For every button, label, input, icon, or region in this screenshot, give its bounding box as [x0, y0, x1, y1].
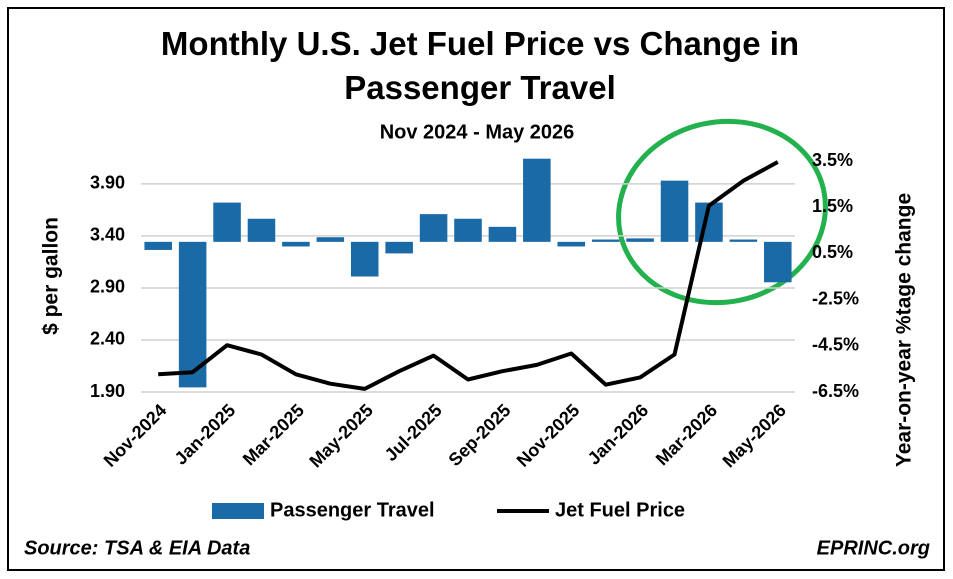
- bar: [419, 214, 448, 242]
- bar: [591, 239, 620, 242]
- bar: [660, 180, 689, 242]
- x-tick-label: Nov-2024: [100, 400, 171, 471]
- y-tick-label: 2.40: [90, 329, 125, 349]
- bar: [350, 241, 379, 277]
- y-tick-label: 3.90: [90, 173, 125, 193]
- y2-tick-label: -2.5%: [812, 288, 859, 308]
- bar: [729, 239, 758, 242]
- bar: [488, 226, 517, 242]
- y-tick-label: 1.90: [90, 381, 125, 401]
- legend-swatch: [212, 503, 264, 519]
- y2-tick-label: -6.5%: [812, 381, 859, 401]
- credit: EPRINC.org: [817, 537, 930, 559]
- y2-tick-label: 0.5%: [812, 242, 853, 262]
- bar: [385, 241, 413, 254]
- y2-tick-label: 3.5%: [812, 150, 853, 170]
- x-tick-label: Jul-2025: [381, 400, 446, 465]
- x-tick-label: Sep-2025: [445, 400, 515, 470]
- bar: [454, 218, 482, 242]
- chart-title: Monthly U.S. Jet Fuel Price vs Change in…: [160, 25, 800, 106]
- bar: [626, 238, 654, 242]
- y2-axis-label: Year-on-year %tage change: [893, 193, 916, 467]
- y2-tick-label: -4.5%: [812, 335, 859, 355]
- legend-label: Jet Fuel Price: [555, 499, 685, 521]
- bar: [764, 241, 792, 283]
- y-tick-label: 2.90: [90, 277, 125, 297]
- bar: [557, 241, 586, 247]
- bar: [247, 218, 276, 242]
- bar: [213, 202, 241, 242]
- line: [158, 160, 779, 391]
- y-axis-label: $ per gallon: [40, 217, 63, 335]
- y-tick-label: 3.40: [90, 225, 125, 245]
- chart-subtitle: Nov 2024 - May 2026: [380, 121, 575, 143]
- bar: [523, 158, 551, 242]
- source: Source: TSA & EIA Data: [24, 537, 250, 559]
- bar: [316, 237, 345, 242]
- frame: [7, 7, 945, 571]
- bar: [282, 241, 310, 247]
- x-tick-label: Mar-2025: [239, 400, 308, 469]
- highlight-ellipse: [616, 118, 828, 306]
- x-tick-label: Nov-2025: [513, 400, 584, 471]
- x-tick-label: Jan-2026: [584, 400, 653, 469]
- legend-label: Passenger Travel: [270, 499, 435, 521]
- x-tick-label: Jan-2025: [171, 400, 240, 469]
- y2-tick-label: 1.5%: [812, 196, 853, 216]
- x-tick-label: May-2025: [305, 400, 376, 471]
- x-tick-label: Mar-2026: [652, 400, 721, 469]
- bar: [144, 241, 172, 250]
- x-tick-label: May-2026: [719, 400, 790, 471]
